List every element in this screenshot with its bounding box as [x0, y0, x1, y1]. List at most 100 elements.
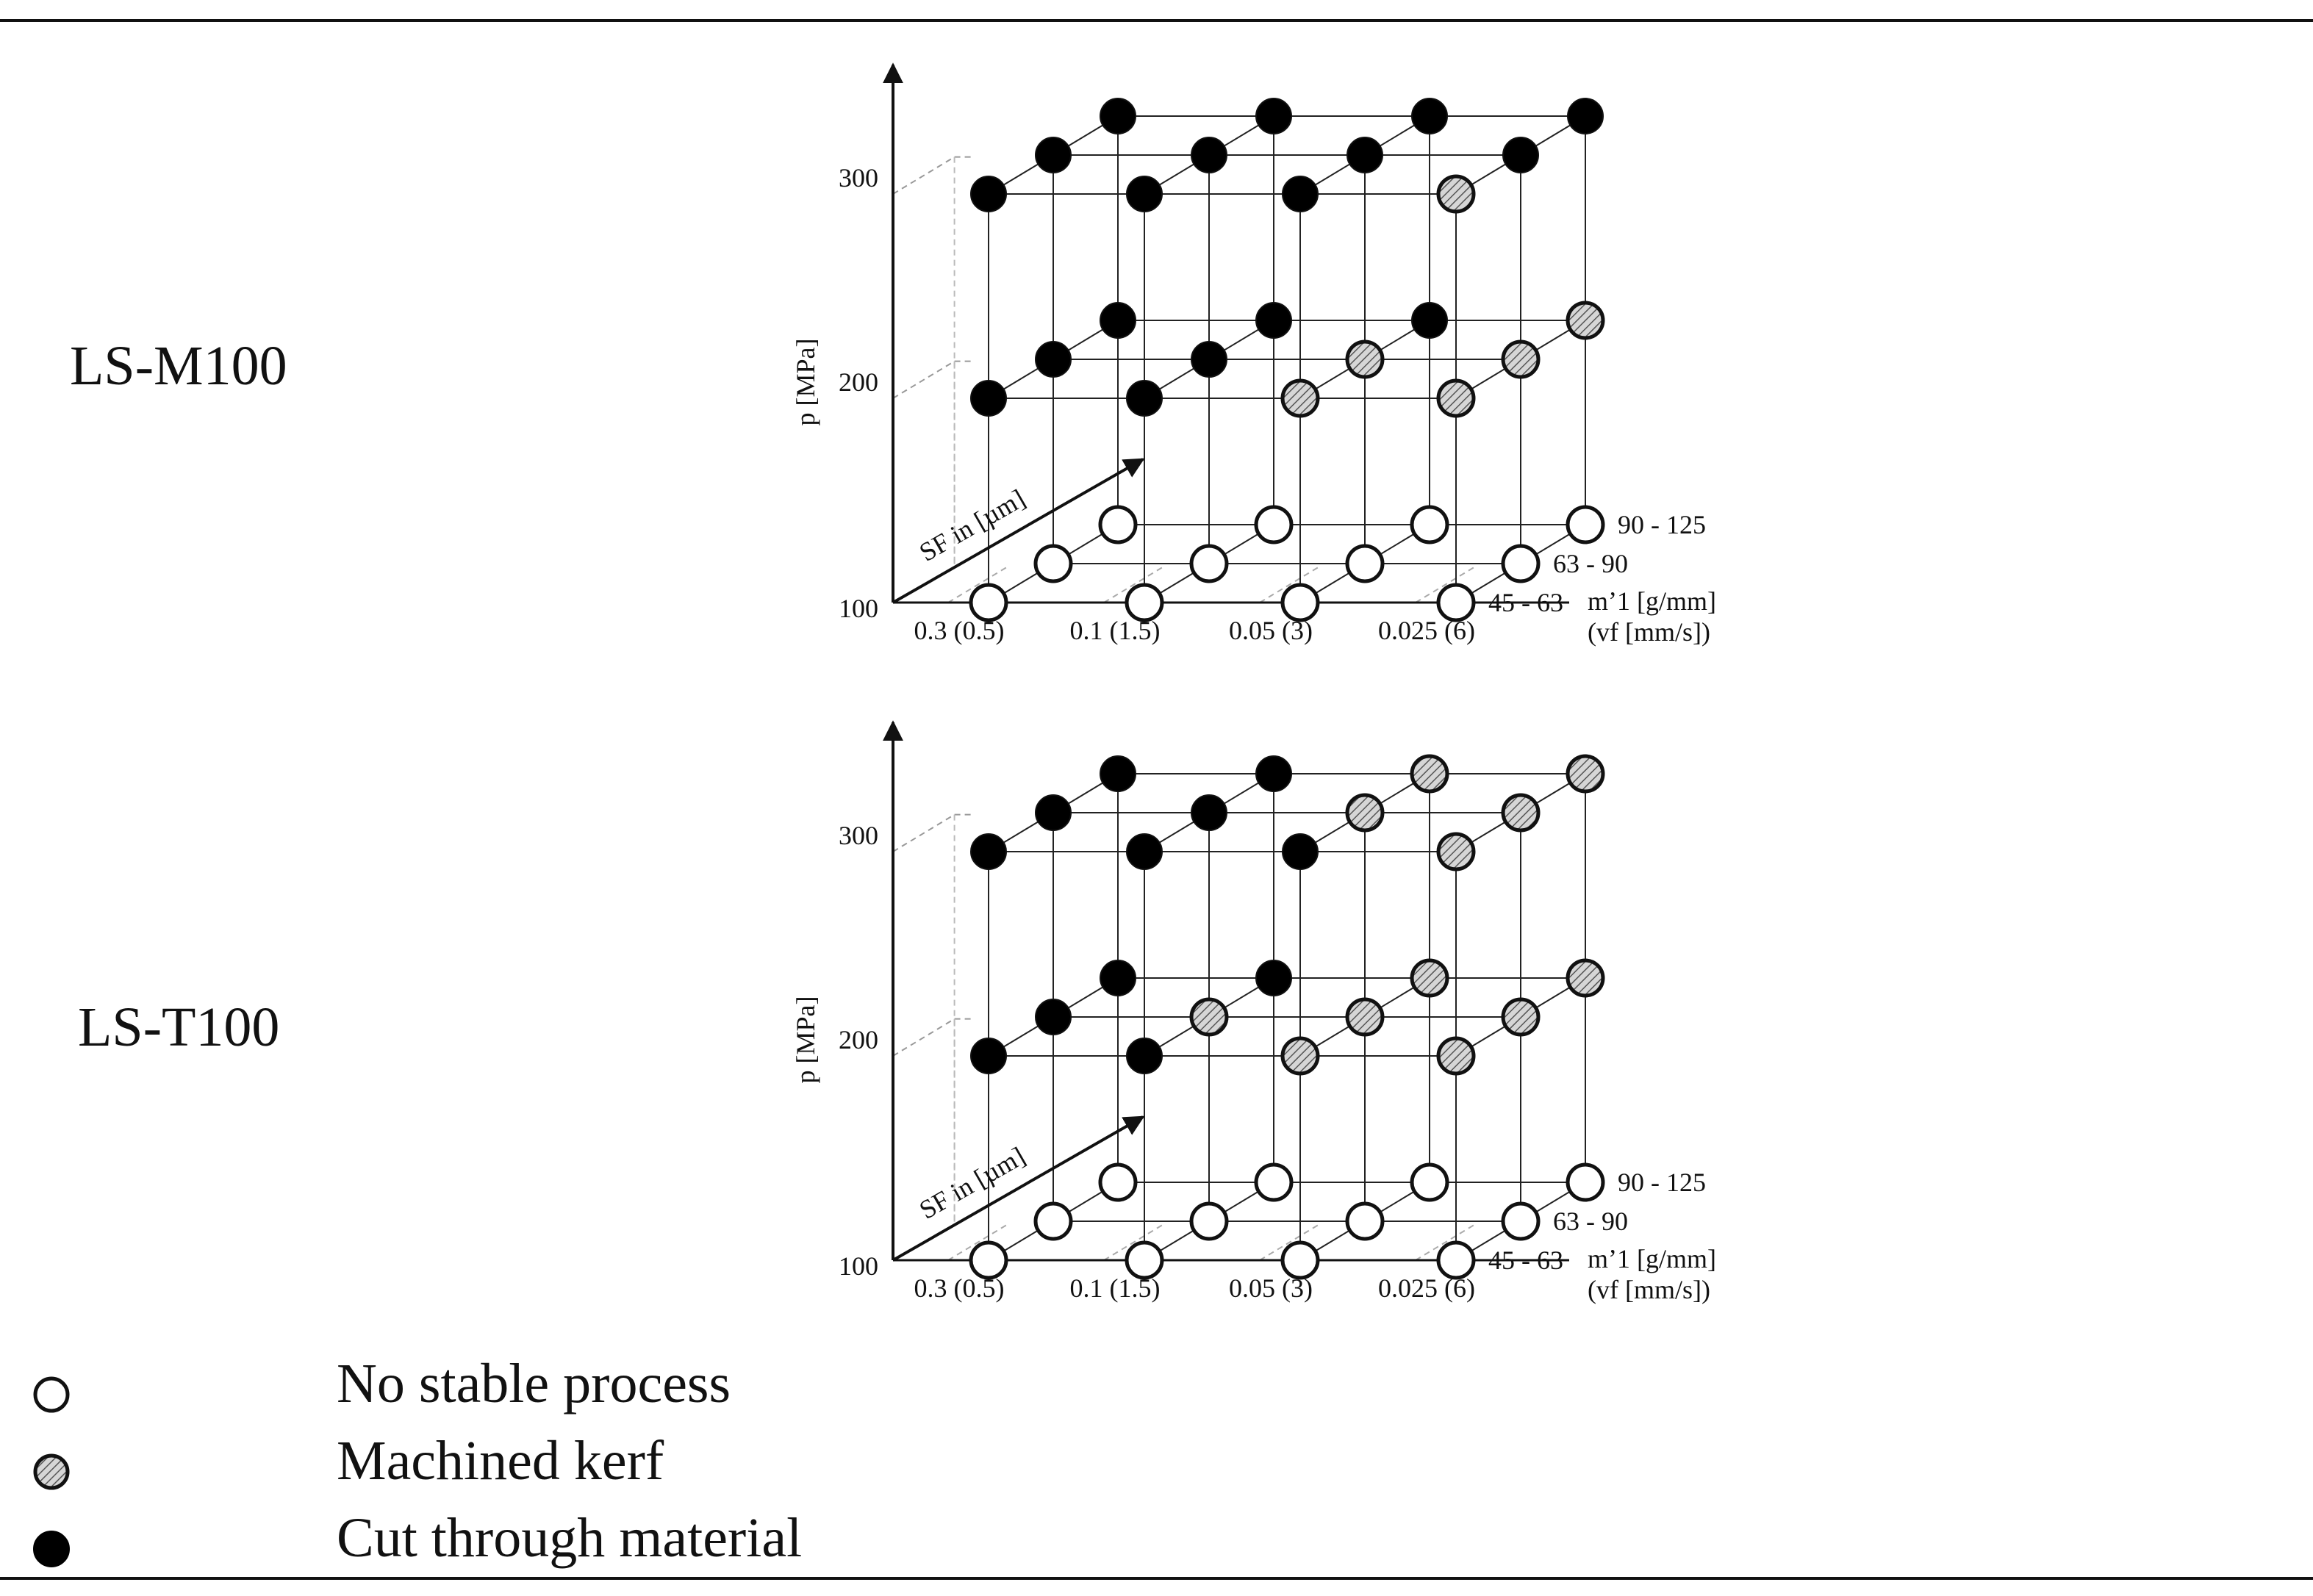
data-point-cut	[1567, 98, 1604, 134]
data-point-none	[1098, 505, 1138, 544]
data-point-cut	[970, 833, 1007, 870]
guide-line	[1259, 567, 1319, 603]
data-point-cut	[1191, 794, 1227, 831]
data-point-kerf	[1410, 958, 1449, 998]
guide-line	[1415, 567, 1474, 603]
legend-label-kerf: Machined kerf	[337, 1430, 664, 1492]
data-point-none	[1566, 505, 1605, 544]
data-point-cut	[1035, 137, 1072, 173]
legend-item-no-stable-process: No stable process	[0, 1352, 1029, 1426]
data-point-cut	[1255, 960, 1292, 996]
data-point-kerf	[1436, 174, 1476, 214]
bottom-rule	[0, 1577, 2313, 1580]
data-point-none	[1436, 1240, 1476, 1280]
p-tick-label: 100	[839, 594, 878, 623]
legend-item-machined-kerf: Machined kerf	[0, 1429, 1029, 1503]
data-point-cut	[1411, 302, 1448, 339]
data-point-kerf	[1189, 997, 1229, 1037]
data-point-kerf	[1566, 301, 1605, 340]
data-point-cut	[1502, 137, 1539, 173]
data-point-cut	[1100, 302, 1136, 339]
data-point-cut	[1282, 176, 1319, 212]
guide-line	[892, 1018, 955, 1057]
row-label-ls-t100: LS-T100	[78, 996, 280, 1058]
data-point-kerf	[1345, 997, 1385, 1037]
guide-line	[1259, 1224, 1319, 1261]
legend-item-cut-through: Cut through material	[0, 1506, 1029, 1580]
guide-line	[1415, 1224, 1474, 1261]
sf-tick-label: 45 - 63	[1488, 1245, 1563, 1275]
x-axis-sublabel: (vf [mm/s])	[1588, 617, 1710, 647]
data-point-kerf	[1501, 997, 1541, 1037]
data-point-none	[1125, 1240, 1164, 1280]
data-point-none	[1125, 583, 1164, 622]
data-point-cut	[1035, 341, 1072, 378]
data-point-cut	[1346, 137, 1383, 173]
data-point-kerf	[1280, 1036, 1320, 1076]
data-point-none	[1098, 1162, 1138, 1202]
guide-line	[947, 1224, 1007, 1261]
data-point-cut	[1126, 176, 1163, 212]
data-point-cut	[1035, 999, 1072, 1035]
data-point-cut	[1100, 755, 1136, 792]
data-point-cut	[1126, 833, 1163, 870]
data-point-none	[1345, 544, 1385, 583]
data-point-kerf	[1436, 1036, 1476, 1076]
x-axis-sublabel: (vf [mm/s])	[1588, 1275, 1710, 1304]
sf-tick-label: 63 - 90	[1553, 1207, 1628, 1236]
legend-marker-kerf	[33, 1453, 70, 1490]
data-point-none	[1189, 544, 1229, 583]
data-point-cut	[1126, 1038, 1163, 1074]
legend-marker-kerf-icon	[33, 1453, 70, 1490]
sf-tick-label: 90 - 125	[1618, 510, 1706, 539]
top-rule	[0, 19, 2313, 22]
data-point-none	[1410, 1162, 1449, 1202]
data-point-cut	[1411, 98, 1448, 134]
data-point-cut	[1191, 137, 1227, 173]
guide-line	[892, 156, 955, 195]
x-axis-label: mʼ1 [g/mm]	[1588, 586, 1716, 616]
data-point-cut	[1126, 380, 1163, 417]
data-point-none	[969, 1240, 1008, 1280]
data-point-none	[1501, 544, 1541, 583]
legend-marker-none	[33, 1376, 70, 1413]
data-point-cut	[1100, 960, 1136, 996]
data-point-none	[1410, 505, 1449, 544]
data-point-kerf	[1345, 793, 1385, 833]
data-point-kerf	[1501, 793, 1541, 833]
p-tick-label: 300	[839, 821, 878, 850]
data-point-cut	[1255, 302, 1292, 339]
data-point-kerf	[1501, 339, 1541, 379]
sf-axis-label: SF in [µm]	[914, 484, 1030, 567]
data-point-kerf	[1436, 832, 1476, 871]
data-point-none	[1254, 505, 1294, 544]
legend-label-cut: Cut through material	[337, 1507, 803, 1569]
sf-axis	[892, 1115, 1145, 1262]
guide-line	[947, 567, 1007, 603]
guide-line	[1103, 1224, 1163, 1261]
data-point-kerf	[1566, 958, 1605, 998]
p-tick-label: 200	[839, 367, 878, 397]
data-point-kerf	[1566, 754, 1605, 794]
data-point-kerf	[1436, 378, 1476, 418]
guide-line	[892, 813, 955, 852]
p-axis-label: p [MPa]	[791, 339, 820, 426]
p-tick-label: 200	[839, 1025, 878, 1054]
legend-marker-cut	[33, 1531, 70, 1567]
data-point-cut	[1035, 794, 1072, 831]
guide-line	[1103, 567, 1163, 603]
sf-tick-label: 63 - 90	[1553, 549, 1628, 578]
data-point-none	[1033, 1201, 1073, 1241]
data-point-kerf	[1345, 339, 1385, 379]
data-point-cut	[1255, 98, 1292, 134]
p-axis-label: p [MPa]	[791, 996, 820, 1084]
data-point-none	[1280, 583, 1320, 622]
data-point-none	[1566, 1162, 1605, 1202]
data-point-none	[1345, 1201, 1385, 1241]
data-point-none	[1280, 1240, 1320, 1280]
data-point-cut	[1282, 833, 1319, 870]
sf-tick-label: 45 - 63	[1488, 588, 1563, 617]
sf-axis-label: SF in [µm]	[914, 1141, 1030, 1225]
